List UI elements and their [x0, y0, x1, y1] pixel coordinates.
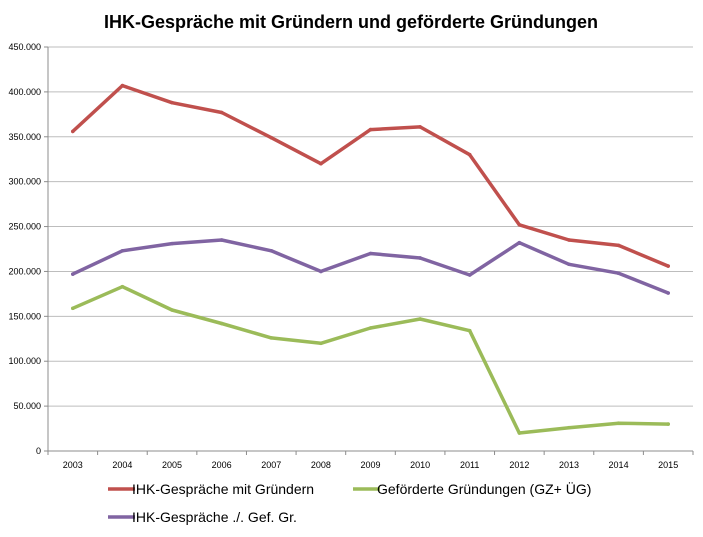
data-point: [219, 110, 224, 115]
data-point: [269, 248, 274, 253]
x-tick-label: 2006: [212, 460, 232, 470]
data-point: [666, 264, 670, 268]
x-tick-label: 2008: [311, 460, 331, 470]
chart-title: IHK-Gespräche mit Gründern und gefördert…: [104, 12, 598, 32]
y-tick-label: 350.000: [8, 132, 41, 142]
y-tick-label: 450.000: [8, 42, 41, 52]
legend-label-3: IHK-Gespräche ./. Gef. Gr.: [132, 509, 297, 525]
x-tick-label: 2011: [460, 460, 479, 470]
data-point: [219, 321, 224, 326]
series-line-3: [71, 238, 670, 295]
gridlines: [44, 46, 693, 452]
data-point: [616, 243, 621, 248]
y-tick-label: 50.000: [13, 401, 41, 411]
data-point: [319, 269, 323, 274]
data-point: [71, 306, 75, 311]
data-point: [467, 328, 472, 333]
data-point: [170, 241, 174, 246]
data-point: [170, 308, 174, 312]
data-point: [368, 326, 373, 330]
series-lines: [71, 83, 670, 435]
data-point: [120, 284, 125, 289]
legend: IHK-Gespräche mit Gründern Geförderte Grü…: [108, 480, 591, 525]
x-axis-tick-labels: 2003 2004 2005 2006 2007 2008 2009 2010 2011 2012…: [47, 451, 694, 470]
data-point: [666, 422, 670, 426]
x-tick-label: 2003: [63, 460, 83, 470]
data-point: [368, 127, 373, 132]
data-point: [467, 273, 472, 277]
x-tick-label: 2015: [658, 460, 678, 470]
data-point: [319, 341, 323, 346]
data-point: [616, 421, 621, 425]
data-point: [269, 336, 274, 340]
data-point: [567, 238, 571, 242]
y-tick-label: 0: [36, 446, 41, 456]
y-tick-label: 150.000: [8, 311, 41, 321]
x-tick-label: 2005: [162, 460, 182, 470]
x-tick-label: 2004: [112, 460, 132, 470]
x-tick-label: 2013: [559, 460, 579, 470]
data-point: [418, 256, 422, 260]
data-point: [616, 271, 621, 276]
data-point: [170, 100, 174, 105]
data-point: [567, 262, 571, 267]
x-tick-label: 2012: [509, 460, 529, 470]
data-point: [319, 161, 323, 166]
data-point: [467, 152, 472, 157]
y-tick-label: 400.000: [8, 87, 41, 97]
x-tick-label: 2010: [410, 460, 430, 470]
x-tick-label: 2014: [609, 460, 629, 470]
data-point: [120, 248, 125, 253]
data-point: [517, 240, 522, 245]
legend-label-1: IHK-Gespräche mit Gründern: [132, 481, 314, 497]
data-point: [666, 291, 670, 295]
data-point: [418, 317, 422, 321]
y-tick-label: 250.000: [8, 222, 41, 232]
y-tick-label: 100.000: [8, 356, 41, 366]
y-tick-label: 300.000: [8, 177, 41, 187]
data-point: [418, 125, 422, 129]
series-line-2: [71, 284, 670, 435]
x-tick-label: 2007: [261, 460, 281, 470]
data-point: [269, 135, 274, 140]
y-axis-tick-labels: 0 50.000 100.000 150.000 200.000 250.000 300.0…: [8, 42, 41, 456]
y-tick-label: 200.000: [8, 266, 41, 276]
x-tick-label: 2009: [360, 460, 380, 470]
data-point: [517, 222, 522, 227]
data-point: [71, 272, 75, 276]
series-line-1: [71, 83, 670, 268]
data-point: [71, 129, 75, 134]
data-point: [219, 238, 224, 242]
data-point: [120, 83, 125, 88]
legend-label-2: Geförderte Gründungen (GZ+ ÜG): [377, 480, 591, 497]
data-point: [567, 425, 571, 430]
data-point: [368, 251, 373, 256]
data-point: [517, 431, 522, 435]
